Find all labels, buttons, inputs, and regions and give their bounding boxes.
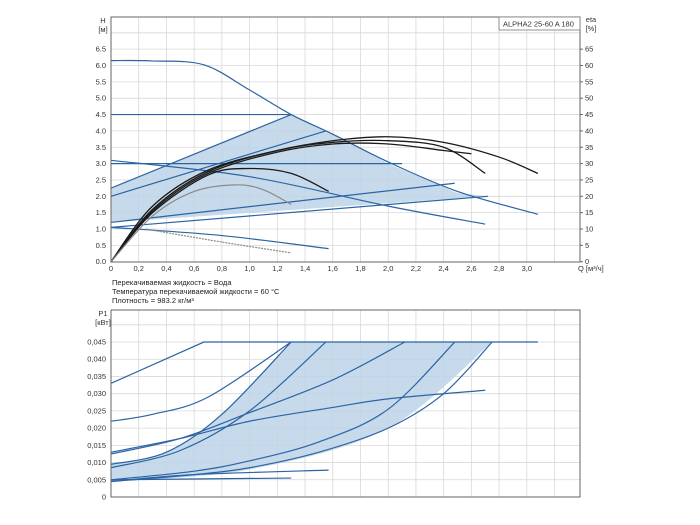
x-tick-label: 1,6 [328,264,338,273]
chart-title: ALPHA2 25-60 A 180 [503,20,574,29]
x-tick-label: 2,4 [438,264,448,273]
head-chart-series [110,59,539,263]
x-tick-label: 2,2 [411,264,421,273]
x-axis-label: Q [м³/ч] [578,264,604,273]
head-curve-prop-pressure-low-2 [110,195,489,228]
y2-tick-label: 0 [585,257,589,266]
y2-tick-label: 5 [585,241,589,250]
efficiency-curve-eta-4 [110,167,329,263]
p1-tick-label: 0,035 [87,372,106,381]
head-curve-max-curve [110,59,539,215]
p1-tick-label: 0,005 [87,475,106,484]
y-tick-label: 2.5 [96,175,106,184]
head-curve-prop-pressure-low-1 [110,182,455,224]
y-tick-label: 5.0 [96,94,106,103]
p1-tick-label: 0,030 [87,389,106,398]
y2-tick-label: 15 [585,208,593,217]
x-tick-label: 1,8 [355,264,365,273]
efficiency-curve-eta-3 [110,142,472,263]
x-tick-label: 0,4 [161,264,171,273]
power-curve-p-const-4.5 [110,341,292,422]
y2-tick-label: 65 [585,45,593,54]
y2-tick-label: 50 [585,94,593,103]
p1-tick-label: 0,015 [87,441,106,450]
note-density: Плотность = 983.2 кг/м³ [112,296,194,305]
head-curve-prop-pressure-mid [110,130,327,197]
x-tick-label: 1,4 [300,264,310,273]
y-tick-label: 1.5 [96,208,106,217]
x-tick-label: 0,8 [217,264,227,273]
y2-tick-label: 20 [585,192,593,201]
power-curve-max-power [110,341,538,384]
operating-range-area [111,114,488,223]
efficiency-curve-eta-1 [110,136,539,263]
x-tick-label: 0 [109,264,113,273]
efficiency-curve-eta-2 [110,139,486,263]
y-tick-label: 0.0 [96,257,106,266]
y-tick-label: 4.5 [96,110,106,119]
y-tick-label: 5.5 [96,77,106,86]
y2-tick-label: 10 [585,225,593,234]
x-tick-label: 1,2 [272,264,282,273]
y2-tick-label: 25 [585,175,593,184]
p1-tick-label: 0,045 [87,338,106,347]
x-tick-label: 0,2 [134,264,144,273]
note-fluid: Перекачиваемая жидкость = Вода [112,278,232,287]
power-chart-frame [110,309,581,498]
power-curve-p-prop-low-1 [110,341,456,481]
power-curve-p-prop-mid [110,341,327,469]
p1-tick-label: 0 [102,493,106,502]
efficiency-curve-eta-5 [110,184,292,263]
y-tick-label: 3.0 [96,159,106,168]
power-curve-p-min-2 [110,477,292,481]
y-tick-label: 4.0 [96,126,106,135]
y-axis-unit: [м] [98,25,107,34]
y2-axis-unit: [%] [586,24,597,33]
y-tick-label: 3.5 [96,143,106,152]
y2-tick-label: 60 [585,61,593,70]
p1-tick-label: 0,040 [87,355,106,364]
note-temperature: Температура перекачиваемой жидкости = 60… [112,287,280,296]
y2-axis-label: eta [586,15,597,24]
model-label-box [498,16,581,31]
p1-axis-unit: [кВт] [95,318,111,327]
p1-tick-label: 0,025 [87,406,106,415]
x-tick-label: 2,6 [466,264,476,273]
y2-tick-label: 35 [585,143,593,152]
y-tick-label: 2.0 [96,192,106,201]
power-chart-series [110,341,538,483]
y-tick-label: 0.5 [96,241,106,250]
p1-tick-label: 0,020 [87,424,106,433]
x-tick-label: 0,6 [189,264,199,273]
y-axis-label: H [100,16,105,25]
head-curve-descending-3.1 [110,159,486,225]
p1-axis-label: P1 [98,309,107,318]
y2-tick-label: 40 [585,126,593,135]
x-tick-label: 2,0 [383,264,393,273]
x-tick-label: 3,0 [522,264,532,273]
y-tick-label: 1.0 [96,225,106,234]
y2-tick-label: 45 [585,110,593,119]
x-tick-label: 1,0 [244,264,254,273]
y-tick-label: 6.5 [96,45,106,54]
head-chart-frame [110,16,581,263]
power-curve-p-const-3.0 [110,341,406,455]
y-tick-label: 6.0 [96,61,106,70]
head-chart-grid: 0 0,2 0,4 0,6 0,8 1,0 1,2 1,4 1,6 1,8 2,0 2,2 2,4 2,6… [96,17,593,273]
y2-tick-label: 55 [585,77,593,86]
y2-tick-label: 30 [585,159,593,168]
p1-tick-label: 0,010 [87,458,106,467]
x-tick-label: 2,8 [494,264,504,273]
head-curve-prop-pressure-high [110,113,292,189]
